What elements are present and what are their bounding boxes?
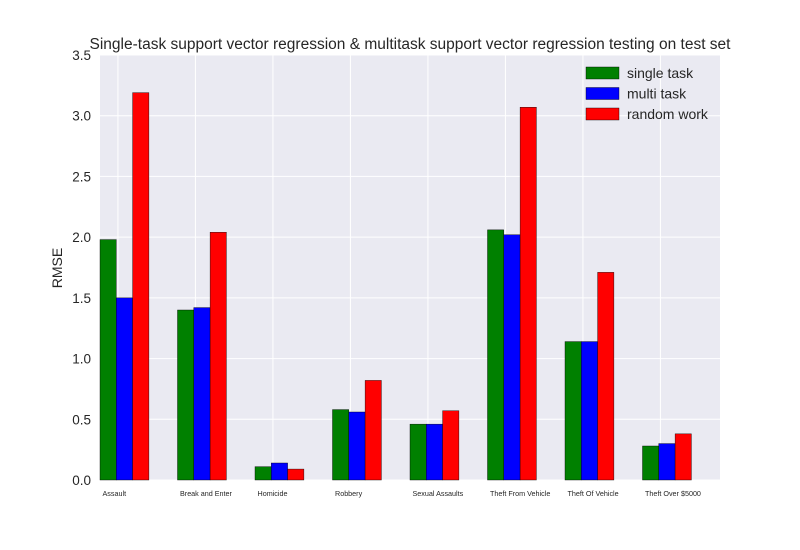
legend-label: random work: [627, 106, 709, 122]
x-tick-label: Sexual Assaults: [413, 489, 464, 498]
bar-random-work-6: [597, 272, 615, 481]
bar-multi-task-6: [581, 341, 598, 481]
bar-multi-task-5: [503, 234, 521, 481]
bar-single-task-5: [487, 229, 504, 481]
y-tick-label: 0.5: [72, 412, 91, 427]
x-tick-labels: Assault Break and Enter Homicide Robbery Sex…: [103, 489, 701, 498]
x-tick-label: Assault: [103, 489, 127, 498]
bar-random-work-0: [132, 92, 150, 481]
bar-random-work-2: [287, 468, 305, 481]
y-tick-label: 1.0: [72, 352, 91, 367]
legend-swatch: [585, 66, 620, 80]
bar-multi-task-7: [658, 443, 676, 481]
legend-swatch: [585, 87, 620, 100]
legend-label: single task: [627, 65, 694, 81]
y-tick-labels: 0.0 0.5 1.0 1.5 2.0 2.5 3.0 3.5: [72, 48, 91, 488]
bar-single-task-6: [564, 341, 582, 481]
bar-multi-task-0: [116, 297, 133, 481]
bar-single-task-3: [332, 409, 349, 481]
bar-random-work-7: [674, 433, 692, 481]
x-tick-label: Theft Over $5000: [645, 489, 701, 498]
y-tick-label: 3.0: [72, 109, 91, 124]
legend-label: multi task: [627, 86, 687, 102]
bar-single-task-7: [642, 445, 659, 481]
y-tick-label: 3.5: [72, 48, 91, 63]
bar-random-work-1: [209, 232, 227, 481]
bar-random-work-5: [519, 107, 537, 481]
x-tick-label: Homicide: [258, 489, 288, 498]
bar-multi-task-3: [348, 411, 366, 481]
legend: single task multi task random work: [585, 65, 709, 122]
chart-title: Single-task support vector regression & …: [90, 36, 732, 53]
y-tick-label: 1.5: [72, 291, 91, 306]
bars: [99, 92, 692, 481]
x-tick-label: Break and Enter: [180, 489, 233, 498]
x-tick-label: Robbery: [335, 489, 363, 498]
bar-single-task-0: [99, 239, 117, 481]
bar-single-task-2: [254, 466, 272, 481]
x-tick-label: Theft From Vehicle: [490, 489, 550, 498]
y-tick-label: 0.0: [72, 473, 91, 488]
y-tick-label: 2.0: [72, 230, 91, 245]
bar-multi-task-2: [271, 462, 288, 481]
bar-single-task-1: [177, 309, 194, 481]
bar-multi-task-4: [426, 423, 443, 481]
legend-swatch: [585, 107, 620, 121]
bar-single-task-4: [409, 423, 427, 481]
bar-multi-task-1: [193, 307, 211, 481]
y-tick-label: 2.5: [72, 169, 91, 184]
x-tick-label: Theft Of Vehicle: [568, 489, 619, 498]
y-axis-label: RMSE: [49, 248, 65, 288]
bar-random-work-4: [442, 410, 460, 481]
bar-random-work-3: [364, 380, 382, 481]
